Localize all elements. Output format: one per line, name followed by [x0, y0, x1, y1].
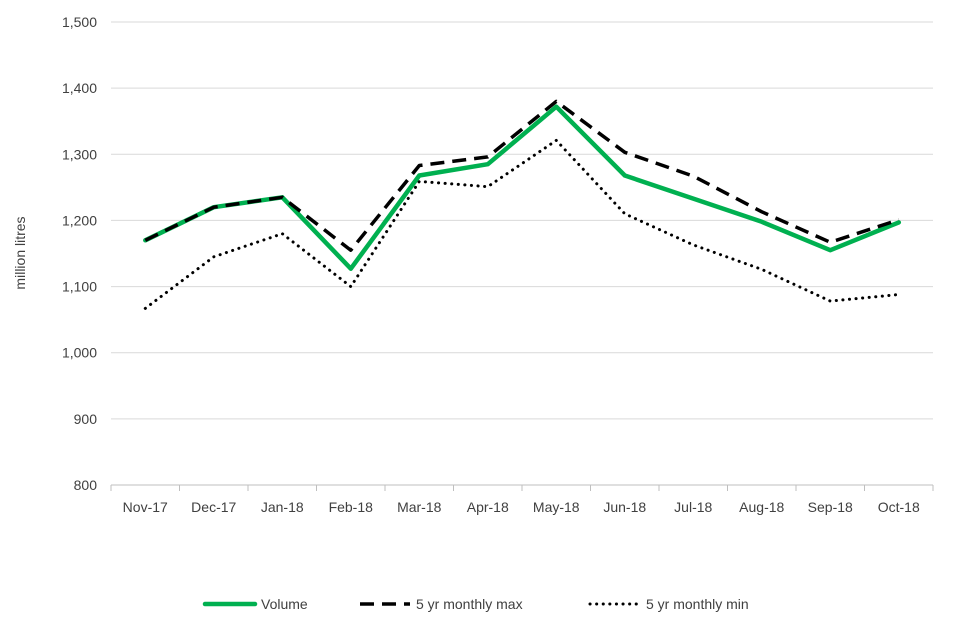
series-lines — [143, 99, 902, 310]
x-tick-label: Apr-18 — [467, 499, 509, 515]
y-tick-label: 1,100 — [62, 279, 97, 295]
legend-label: 5 yr monthly min — [646, 596, 749, 612]
x-tick-label: Sep-18 — [808, 499, 853, 515]
series-line-dotted — [143, 138, 901, 310]
y-axis-title: million litres — [12, 216, 28, 289]
y-tick-label: 900 — [74, 411, 98, 427]
x-tick-label: Nov-17 — [123, 499, 168, 515]
series-line-dashed — [144, 99, 900, 252]
y-tick-label: 800 — [74, 477, 98, 493]
legend: Volume 5 yr monthly max 5 yr monthly min — [202, 596, 749, 612]
x-tick-label: Jun-18 — [603, 499, 646, 515]
x-tick-label: May-18 — [533, 499, 580, 515]
legend-label: Volume — [261, 596, 308, 612]
x-tick-label: Aug-18 — [739, 499, 784, 515]
x-tick-label: Mar-18 — [397, 499, 442, 515]
gridlines — [111, 21, 933, 420]
axes: 800 900 1,000 1,100 1,200 1,300 1,400 1,500 Nov-… — [62, 14, 934, 515]
x-tick-label: Oct-18 — [878, 499, 920, 515]
x-tick-label: Dec-17 — [191, 499, 236, 515]
x-tick-label: Jul-18 — [674, 499, 712, 515]
legend-label: 5 yr monthly max — [416, 596, 523, 612]
y-tick-label: 1,000 — [62, 345, 97, 361]
y-tick-label: 1,400 — [62, 80, 97, 96]
y-tick-label: 1,500 — [62, 14, 97, 30]
x-tick-label: Feb-18 — [329, 499, 374, 515]
x-tick-label: Jan-18 — [261, 499, 304, 515]
y-tick-label: 1,200 — [62, 212, 97, 228]
y-tick-label: 1,300 — [62, 146, 97, 162]
